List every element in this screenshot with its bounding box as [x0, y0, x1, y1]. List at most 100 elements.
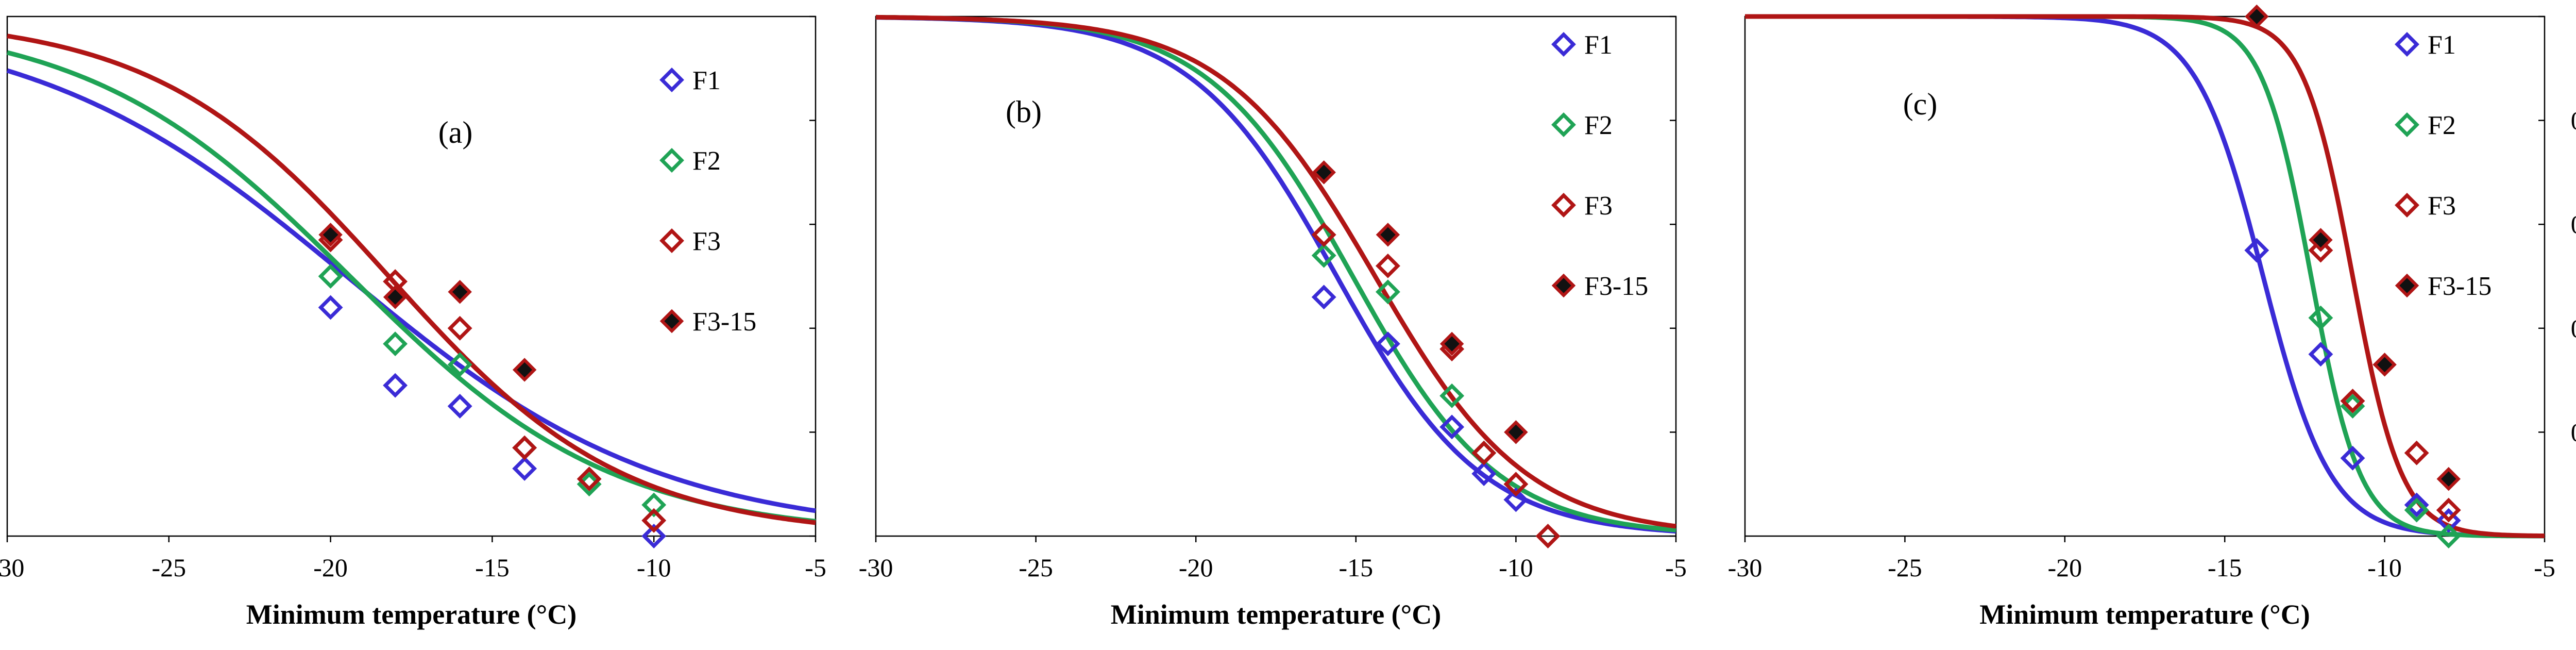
point-f3-15 — [1439, 331, 1464, 356]
point-f1 — [2340, 445, 2365, 471]
point-f3 — [447, 315, 472, 341]
legend-label-f1: F1 — [1584, 30, 1613, 60]
point-f3-15 — [2245, 4, 2269, 29]
x-axis-label: Minimum temperature (°C) — [1111, 599, 1441, 630]
chart-panel-3: -30-25-20-15-10-500.20.40.60.81Minimum t… — [1728, 4, 2576, 630]
point-f3-15 — [318, 223, 343, 247]
point-f2 — [383, 331, 408, 356]
legend-label-f1: F1 — [2428, 30, 2456, 60]
legend-label-f3-15: F3-15 — [692, 307, 756, 337]
legend-marker-f3-15 — [2395, 273, 2419, 298]
curve-f3 — [7, 34, 816, 525]
curve-f1 — [1745, 14, 2545, 539]
legend-label-f3-15: F3-15 — [2428, 272, 2492, 301]
point-f3 — [2308, 238, 2333, 263]
legend-label-f3-15: F3-15 — [1584, 272, 1648, 301]
x-tick-label: -5 — [2534, 553, 2555, 582]
point-f2 — [512, 435, 537, 460]
x-tick-label: -5 — [805, 553, 826, 582]
point-f3-15 — [2372, 353, 2397, 377]
point-f3-15 — [2436, 466, 2461, 491]
point-f3 — [1375, 253, 1400, 278]
point-f3-15 — [383, 285, 408, 309]
legend-marker-f3 — [1551, 193, 1576, 218]
point-f1 — [383, 373, 408, 398]
curve-f3 — [875, 14, 1676, 529]
point-f1 — [2308, 342, 2333, 367]
legend-marker-f3 — [659, 228, 684, 253]
point-f3-15 — [2309, 228, 2333, 252]
x-tick-label: -15 — [1338, 553, 1373, 582]
legend-marker-f2 — [659, 148, 684, 173]
point-f1 — [641, 524, 667, 548]
point-f3 — [2436, 497, 2461, 523]
curve-f2 — [875, 14, 1676, 532]
point-f3 — [1503, 472, 1529, 497]
plot-frame — [1744, 15, 2546, 537]
point-f1 — [1439, 414, 1465, 440]
legend: F1 F2 F3 F3-15 — [2395, 30, 2492, 301]
legend: F1 F2 F3 F3-15 — [1551, 30, 1648, 301]
panel-label: (b) — [1006, 95, 1042, 129]
point-f3 — [1311, 222, 1336, 247]
point-f2 — [1375, 279, 1400, 305]
point-f3 — [641, 508, 667, 533]
legend-marker-f3-15 — [1551, 273, 1576, 298]
point-f1 — [1471, 461, 1497, 486]
point-f2 — [2404, 497, 2429, 523]
legend-marker-f2 — [2395, 112, 2419, 137]
x-tick-label: -20 — [2047, 553, 2082, 582]
x-tick-label: -25 — [151, 553, 186, 582]
legend: F1 F2 F3 F3-15 — [659, 66, 756, 337]
y-tick-label: 0.2 — [2571, 418, 2576, 446]
legend-marker-f3-15 — [659, 309, 684, 334]
point-f3-15 — [448, 279, 472, 304]
panel-label: (c) — [1903, 87, 1938, 121]
x-tick-label: -25 — [1888, 553, 1922, 582]
x-tick-label: -10 — [1499, 553, 1533, 582]
point-f3 — [1535, 524, 1561, 548]
point-f2 — [1439, 383, 1465, 408]
point-f3-15 — [1376, 223, 1400, 247]
point-f1 — [512, 456, 537, 481]
curve-f1 — [876, 15, 1676, 534]
legend-marker-f2 — [1551, 112, 1576, 137]
point-f2 — [641, 492, 667, 518]
point-f2 — [318, 264, 343, 289]
point-f1 — [2436, 508, 2461, 533]
point-f2 — [447, 352, 472, 377]
point-f3-15 — [1312, 160, 1336, 185]
curve-f3 — [1745, 14, 2545, 539]
x-tick-label: -30 — [0, 553, 24, 582]
legend-label-f1: F1 — [692, 66, 721, 95]
curve-f2 — [1745, 14, 2545, 539]
plot-frame — [6, 15, 817, 537]
point-f1 — [1311, 285, 1336, 310]
point-f1 — [1503, 487, 1529, 512]
chart-panel-1: -30 -25 -20 -15 -10 -5 Minimum temperature (°C… — [0, 15, 826, 630]
x-tick-label: -15 — [2208, 553, 2242, 582]
y-tick-label: 0.4 — [2571, 314, 2576, 343]
x-tick-label: -15 — [475, 553, 510, 582]
x-axis-label: Minimum temperature (°C) — [1979, 599, 2310, 630]
legend-label-f2: F2 — [2428, 111, 2456, 140]
x-tick-label: -5 — [1665, 553, 1687, 582]
x-tick-label: -10 — [637, 553, 671, 582]
point-f1 — [1375, 331, 1400, 356]
panel-label: (a) — [438, 115, 473, 149]
legend-marker-f3 — [2395, 193, 2419, 218]
legend-label-f3: F3 — [1584, 191, 1613, 221]
legend-marker-f1 — [659, 68, 684, 92]
point-f3 — [512, 435, 537, 460]
x-tick-label: -30 — [1728, 553, 1762, 582]
curve-f1 — [6, 68, 816, 513]
point-f3-15 — [1504, 420, 1528, 444]
point-f1 — [2244, 238, 2269, 263]
plot-frame — [875, 15, 1677, 537]
chart-panel-2: -30 -25 -20 -15 -10 -5 Minimum temperature (°C… — [859, 14, 1687, 630]
legend-marker-f1 — [1551, 32, 1576, 57]
point-f3 — [2340, 388, 2365, 413]
x-axis-label: Minimum temperature (°C) — [246, 599, 577, 630]
legend-marker-f1 — [2395, 32, 2419, 57]
